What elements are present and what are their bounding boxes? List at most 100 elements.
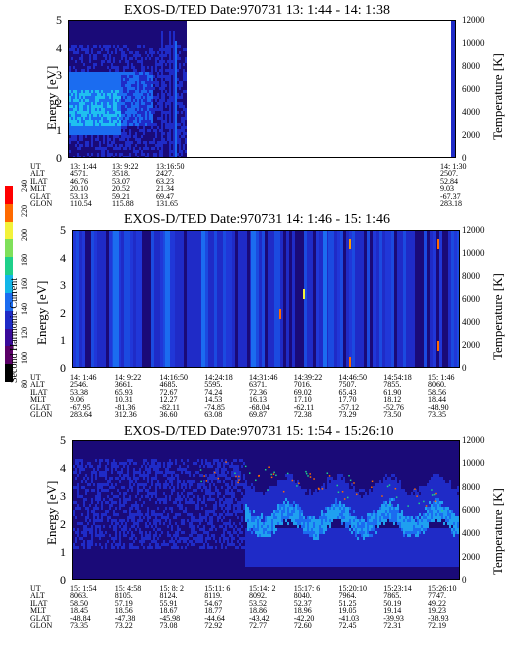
spectrogram-cell	[139, 123, 141, 126]
spectrogram-cell	[123, 156, 125, 157]
spectrogram-cell	[199, 513, 201, 516]
spectrogram-cell	[283, 558, 285, 561]
spectrogram-cell	[379, 486, 381, 489]
spectrogram-cell	[287, 498, 289, 501]
spectrogram-cell	[119, 543, 121, 546]
spectrogram-cell	[73, 45, 75, 48]
spectrogram-cell	[109, 60, 111, 63]
spectrogram-cell	[365, 537, 367, 540]
spectrogram-column	[97, 231, 100, 367]
spectrogram-cell	[105, 105, 107, 108]
spectrogram-cell	[69, 96, 71, 99]
spectrogram-cell	[147, 117, 149, 120]
spectrogram-cell	[73, 513, 75, 516]
spectrogram-cell	[327, 531, 329, 534]
spectrogram-cell	[93, 78, 95, 81]
spectrogram-cell	[225, 537, 227, 540]
spectrogram-cell	[329, 501, 331, 504]
spectrogram-cell	[165, 501, 167, 504]
spectrogram-cell	[123, 498, 125, 501]
spectrogram-cell	[337, 546, 339, 549]
spectrogram-cell	[235, 483, 237, 486]
spectrogram-cell	[219, 513, 221, 516]
spectrogram-cell	[135, 72, 137, 75]
spectrogram-cell	[113, 120, 115, 123]
spectrogram-cell	[73, 87, 75, 90]
spectrogram-cell	[325, 504, 327, 507]
spectrogram-cell	[245, 513, 247, 516]
spectrogram-cell	[131, 141, 133, 144]
spectrogram-cell	[323, 486, 325, 489]
spectrogram-cell	[279, 561, 281, 564]
spectrogram-cell	[111, 486, 113, 489]
spectrogram-cell	[113, 75, 115, 78]
spectrogram-cell	[295, 558, 297, 561]
spectrogram-column	[445, 231, 448, 367]
spectrogram-cell	[209, 519, 211, 522]
spectrogram-cell	[361, 561, 363, 564]
spectrogram-cell	[319, 528, 321, 531]
spectrogram-cell	[305, 528, 307, 531]
spectrogram-cell	[257, 519, 259, 522]
spectrogram-cell	[331, 549, 333, 552]
spectrogram-cell	[361, 543, 363, 546]
spectrogram-cell	[151, 51, 153, 54]
spectrogram-cell	[409, 498, 411, 501]
spectrogram-cell	[355, 498, 357, 501]
spectrogram-cell	[83, 528, 85, 531]
spectrogram-cell	[347, 489, 349, 492]
spectrogram-cell	[353, 564, 355, 567]
spectrogram-cell	[333, 480, 335, 483]
spectrogram-cell	[125, 501, 127, 504]
spectrogram-cell	[141, 474, 143, 477]
spectrogram-cell	[79, 96, 81, 99]
spectrogram-cell	[231, 492, 233, 495]
spectrogram-cell	[311, 528, 313, 531]
spectrogram-cell	[269, 504, 271, 507]
spectrogram-cell	[107, 105, 109, 108]
spectrogram-cell	[131, 66, 133, 69]
spectrogram-cell	[157, 72, 159, 75]
spectrogram-cell	[331, 477, 333, 480]
spectrogram-cell	[311, 504, 313, 507]
spectrogram-cell	[87, 114, 89, 117]
spectrogram-cell	[133, 525, 135, 528]
spectrogram-cell	[141, 483, 143, 486]
spectrogram-cell	[75, 69, 77, 72]
spectrogram-cell	[143, 78, 145, 81]
spectrogram-cell	[387, 543, 389, 546]
spectrogram-cell	[151, 525, 153, 528]
spectrogram-cell	[357, 516, 359, 519]
spectrogram-cell	[107, 153, 109, 156]
spectrogram-cell	[287, 528, 289, 531]
spectrogram-cell	[349, 504, 351, 507]
spectrogram-cell	[271, 513, 273, 516]
spectrogram-cell	[355, 546, 357, 549]
spectrogram-cell	[405, 549, 407, 552]
spectrogram-cell	[289, 477, 291, 480]
spectrogram-cell	[153, 513, 155, 516]
spectrogram-cell	[387, 534, 389, 537]
spectrogram-cell	[181, 459, 183, 462]
spectrogram-cell	[251, 510, 253, 513]
spectrogram-cell	[153, 75, 155, 78]
spectrogram-cell	[225, 477, 227, 480]
spectrogram-cell	[135, 477, 137, 480]
spectrogram-cell	[371, 501, 373, 504]
spectrogram-cell	[199, 498, 201, 501]
spectrogram-cell	[391, 549, 393, 552]
spectrogram-cell	[233, 471, 235, 474]
spectrogram-cell	[341, 549, 343, 552]
spectrogram-cell	[73, 132, 75, 135]
spectrogram-cell	[131, 531, 133, 534]
spectrogram-cell	[137, 108, 139, 111]
spectrogram-cell	[341, 528, 343, 531]
spectrogram-cell	[315, 534, 317, 537]
spectrogram-cell	[301, 516, 303, 519]
spectrogram-cell	[107, 462, 109, 465]
spectrogram-cell	[85, 498, 87, 501]
spectrogram-cell	[139, 129, 141, 132]
spectrogram-cell	[121, 477, 123, 480]
spectrogram-cell	[93, 63, 95, 66]
spectrogram-cell	[361, 552, 363, 555]
